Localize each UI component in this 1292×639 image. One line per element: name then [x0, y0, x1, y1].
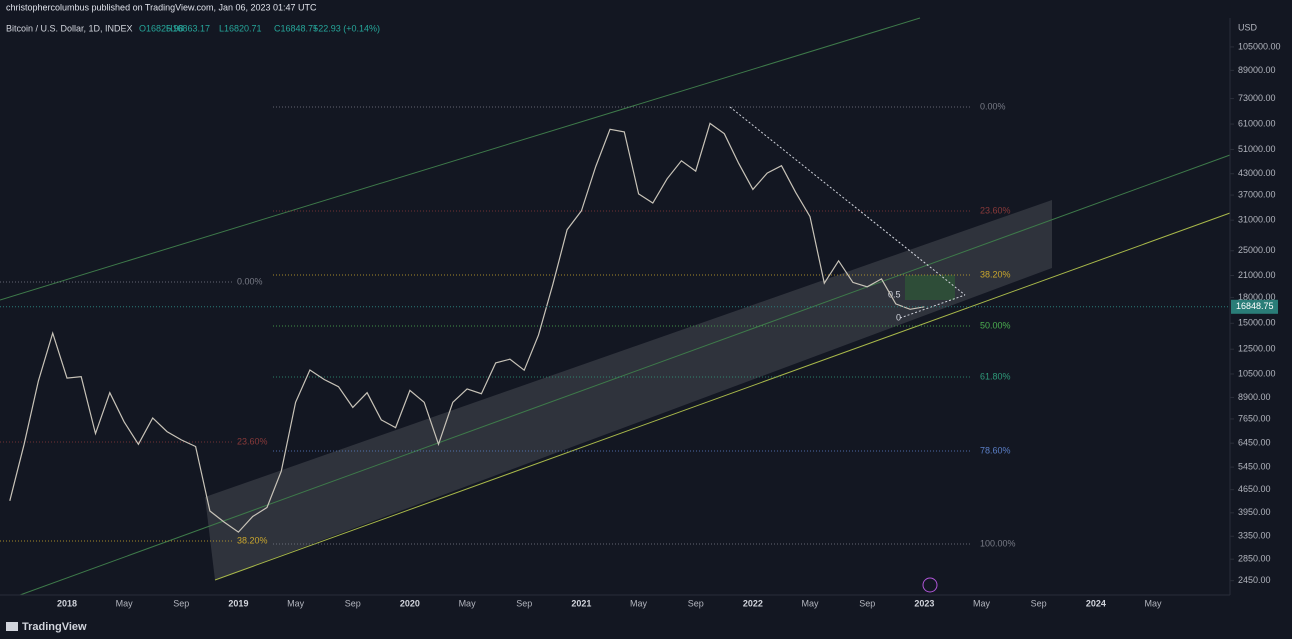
currency: USD: [1238, 22, 1258, 32]
y-tick-label: 6450.00: [1238, 438, 1271, 448]
x-tick-label: 2021: [571, 598, 591, 608]
y-tick-label: 73000.00: [1238, 93, 1276, 103]
annotation: 0.00%: [980, 101, 1006, 111]
annotation: 38.20%: [980, 269, 1011, 279]
annotation: 61.80%: [980, 371, 1011, 381]
x-tick-label: 2019: [228, 598, 248, 608]
x-tick-label: May: [116, 598, 134, 608]
y-tick-label: 89000.00: [1238, 65, 1276, 75]
annotation: 0.00%: [237, 276, 263, 286]
event-icon: [922, 577, 938, 593]
ohlc-value: O16825.98: [139, 23, 184, 33]
last-price-label: 16848.75: [1236, 301, 1274, 311]
symbol: Bitcoin / U.S. Dollar, 1D, INDEX: [6, 23, 133, 33]
y-tick-label: 4650.00: [1238, 484, 1271, 494]
channel-line: [0, 17, 921, 301]
y-tick-label: 10500.00: [1238, 368, 1276, 378]
annotation: 0.5: [888, 289, 901, 299]
x-tick-label: May: [802, 598, 820, 608]
channel-line: [214, 212, 1231, 581]
brand-logo: [6, 622, 18, 631]
annotation: 23.60%: [980, 205, 1011, 215]
x-tick-label: 2018: [57, 598, 77, 608]
y-tick-label: 25000.00: [1238, 245, 1276, 255]
ohlc-value: L16820.71: [219, 23, 262, 33]
y-tick-label: 2450.00: [1238, 575, 1271, 585]
y-tick-label: 3350.00: [1238, 531, 1271, 541]
x-tick-label: Sep: [516, 598, 532, 608]
price-line: [9, 122, 925, 533]
x-tick-label: May: [459, 598, 477, 608]
x-tick-label: Sep: [859, 598, 875, 608]
last-price-box: [1231, 299, 1278, 314]
annotation: 23.60%: [237, 436, 268, 446]
y-tick-label: 5450.00: [1238, 461, 1271, 471]
y-tick-label: 21000.00: [1238, 270, 1276, 280]
annotation: 50.00%: [980, 320, 1011, 330]
x-tick-label: Sep: [345, 598, 361, 608]
annotation: 38.20%: [237, 535, 268, 545]
annotation: 0: [896, 312, 901, 322]
y-tick-label: 7650.00: [1238, 413, 1271, 423]
target-box: [905, 275, 955, 300]
x-tick-label: May: [1144, 598, 1162, 608]
channel-line: [19, 154, 1231, 596]
x-tick-label: Sep: [688, 598, 704, 608]
x-tick-label: May: [973, 598, 991, 608]
y-tick-label: 15000.00: [1238, 318, 1276, 328]
y-tick-label: 3950.00: [1238, 507, 1271, 517]
annotation: 100.00%: [980, 538, 1016, 548]
ohlc-value: C16848.75: [274, 23, 318, 33]
x-tick-label: 2022: [743, 598, 763, 608]
y-tick-label: 12500.00: [1238, 344, 1276, 354]
x-tick-label: 2024: [1086, 598, 1106, 608]
x-tick-label: 2023: [914, 598, 934, 608]
y-tick-label: 2850.00: [1238, 554, 1271, 564]
trend-line: [899, 294, 966, 319]
x-tick-label: 2020: [400, 598, 420, 608]
y-tick-label: 105000.00: [1238, 41, 1281, 51]
y-tick-label: 31000.00: [1238, 215, 1276, 225]
y-tick-label: 51000.00: [1238, 144, 1276, 154]
x-tick-label: Sep: [1031, 598, 1047, 608]
y-tick-label: 61000.00: [1238, 118, 1276, 128]
x-tick-label: May: [630, 598, 648, 608]
channel-band: [205, 200, 1052, 580]
y-tick-label: 8900.00: [1238, 392, 1271, 402]
x-tick-label: May: [287, 598, 305, 608]
x-tick-label: Sep: [173, 598, 189, 608]
annotation: 78.60%: [980, 445, 1011, 455]
y-tick-label: 43000.00: [1238, 168, 1276, 178]
y-tick-label: 18000.00: [1238, 292, 1276, 302]
change: +22.93 (+0.14%): [313, 23, 380, 33]
publisher: christophercolumbus published on Trading…: [6, 2, 317, 12]
y-tick-label: 37000.00: [1238, 189, 1276, 199]
ohlc-value: H16863.17: [166, 23, 210, 33]
brand: TradingView: [22, 621, 87, 633]
